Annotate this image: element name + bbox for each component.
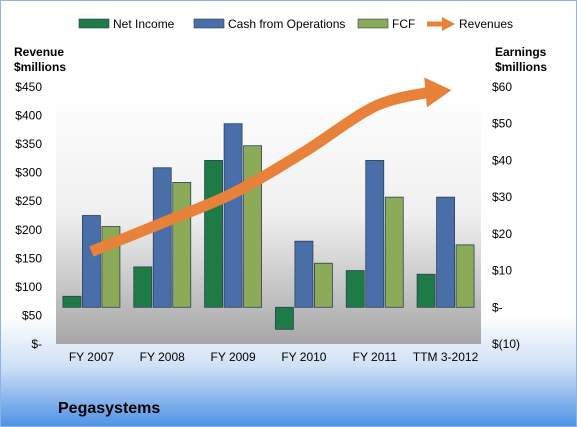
y-left-tick-label: $250 — [15, 194, 42, 208]
x-tick-label-fy-2008: FY 2008 — [140, 350, 185, 364]
y-right-tick-label: $60 — [492, 80, 512, 94]
y-left-tick-label: $100 — [15, 280, 42, 294]
y-left-title-line1: Revenue — [14, 45, 64, 59]
y-left-tick-label: $150 — [15, 251, 42, 265]
y-right-tick-label: $10 — [492, 264, 512, 278]
y-left-tick-label: $50 — [22, 308, 42, 322]
x-tick-label-fy-2011: FY 2011 — [353, 350, 398, 364]
y-left-tick-label: $350 — [15, 137, 42, 151]
y-right-tick-label: $(10) — [492, 337, 520, 351]
bar-net-income-fy-2011 — [345, 270, 365, 308]
y-right-tick-label: $50 — [492, 117, 512, 131]
legend-label-cash-from-operations: Cash from Operations — [228, 17, 345, 31]
legend-swatch-fcf — [357, 18, 389, 29]
y-right-tick-label: $40 — [492, 153, 512, 167]
x-tick-label-fy-2007: FY 2007 — [69, 350, 114, 364]
bar-net-income-fy-2008 — [133, 266, 153, 308]
x-tick-label-fy-2009: FY 2009 — [211, 350, 256, 364]
y-left-tick-label: $400 — [15, 109, 42, 123]
bar-net-income-fy-2009 — [204, 160, 223, 308]
bar-fcf-fy-2008 — [172, 182, 192, 308]
x-tick-label-ttm-3-2012: TTM 3-2012 — [413, 350, 479, 364]
bar-net-income-fy-2010 — [275, 306, 294, 330]
bar-cash-from-operations-fy-2007 — [82, 215, 101, 308]
y-left-title-line2: $millions — [14, 60, 66, 74]
y-left-tick-label: $200 — [15, 223, 42, 237]
bar-cash-from-operations-ttm-3-2012 — [436, 196, 455, 308]
y-left-tick-label: $450 — [15, 80, 42, 94]
legend-swatch-net-income — [78, 18, 110, 29]
bar-fcf-fy-2010 — [314, 262, 333, 308]
bar-cash-from-operations-fy-2008 — [152, 167, 172, 308]
bar-fcf-ttm-3-2012 — [455, 244, 475, 308]
legend-swatch-cash-from-operations — [193, 18, 225, 29]
bar-cash-from-operations-fy-2010 — [294, 240, 314, 308]
bar-cash-from-operations-fy-2011 — [365, 160, 385, 308]
legend-label-revenues: Revenues — [459, 17, 513, 31]
y-left-tick-label: $- — [31, 337, 42, 351]
legend-arrow-revenues — [442, 17, 455, 31]
y-right-title-line2: $millions — [495, 60, 547, 74]
bar-cash-from-operations-fy-2009 — [223, 123, 243, 308]
legend-label-fcf: FCF — [392, 17, 415, 31]
bar-fcf-fy-2011 — [384, 196, 404, 308]
bar-fcf-fy-2009 — [243, 145, 262, 308]
revenues-line — [89, 86, 431, 257]
bar-net-income-fy-2007 — [62, 295, 82, 308]
y-right-tick-label: $20 — [492, 227, 512, 241]
y-right-tick-label: $- — [492, 300, 503, 314]
y-right-tick-label: $30 — [492, 190, 512, 204]
legend-label-net-income: Net Income — [113, 17, 175, 31]
revenues-arrowhead — [424, 77, 452, 108]
plot-area — [56, 87, 481, 344]
y-right-title-line1: Earnings — [495, 45, 547, 59]
company-name: Pegasystems — [58, 400, 161, 417]
bar-net-income-ttm-3-2012 — [416, 273, 436, 308]
x-tick-label-fy-2010: FY 2010 — [281, 350, 326, 364]
y-left-tick-label: $300 — [15, 166, 42, 180]
